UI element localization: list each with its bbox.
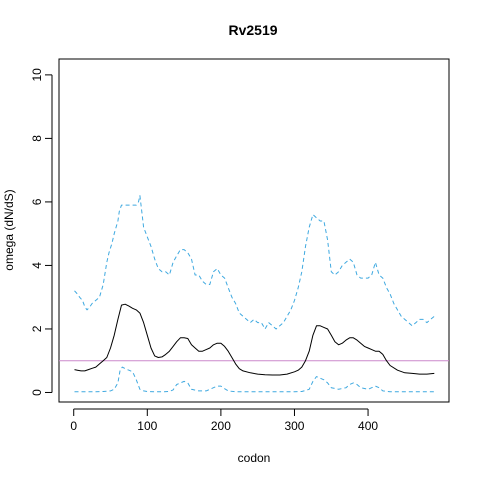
y-tick-label: 6	[30, 198, 44, 205]
x-tick-label: 0	[70, 419, 77, 433]
y-tick-label: 0	[30, 389, 44, 396]
y-tick-label: 8	[30, 135, 44, 142]
y-tick-label: 2	[30, 325, 44, 332]
x-tick-label: 300	[284, 419, 304, 433]
chart-title: Rv2519	[228, 22, 277, 38]
x-tick-label: 100	[137, 419, 157, 433]
x-axis-label: codon	[238, 451, 271, 465]
series-line-estimate	[74, 303, 435, 376]
y-axis: 0 2 4 6 8 10	[30, 68, 53, 396]
x-tick-label: 400	[358, 419, 378, 433]
y-tick-label: 10	[30, 68, 44, 82]
series-layer	[74, 195, 435, 393]
series-line-lower	[74, 366, 435, 393]
y-axis-label: omega (dN/dS)	[2, 189, 16, 270]
plot-frame	[58, 58, 450, 403]
y-tick-label: 4	[30, 262, 44, 269]
x-tick-label: 200	[211, 419, 231, 433]
x-axis: 0 100 200 300 400	[70, 408, 378, 433]
